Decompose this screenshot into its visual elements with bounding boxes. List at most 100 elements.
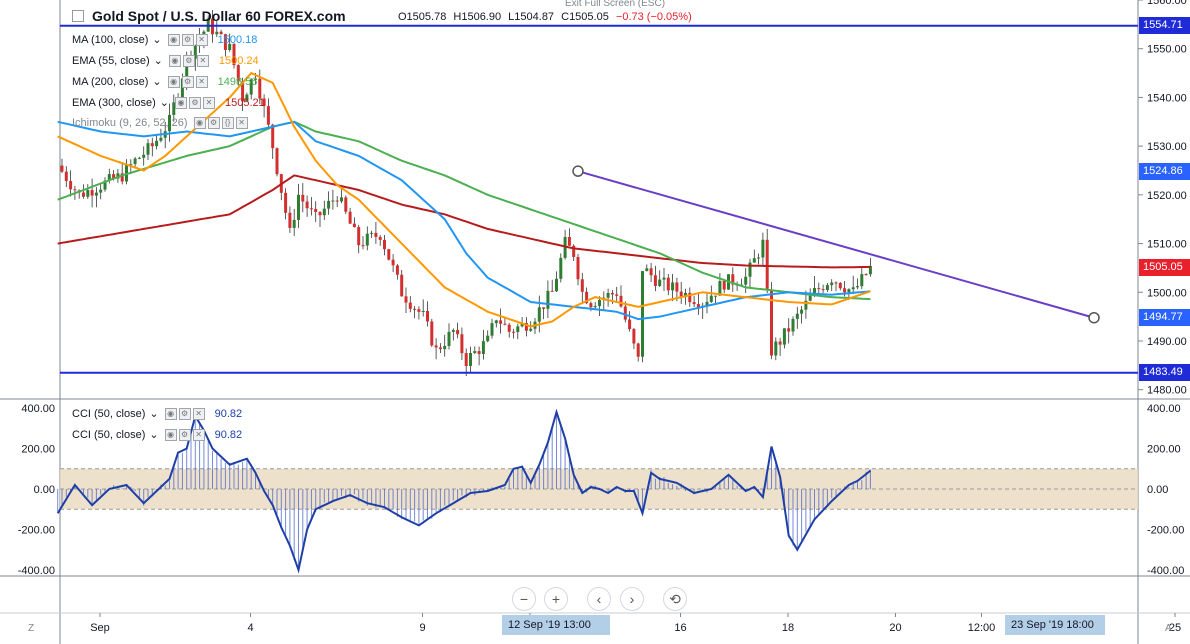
candle-body <box>228 43 232 50</box>
gear-icon[interactable]: ⚙ <box>188 96 201 109</box>
eye-icon[interactable]: ◉ <box>164 428 177 441</box>
candle-body <box>752 258 756 263</box>
candle-body <box>404 296 408 303</box>
indicator-ma200[interactable]: MA (200, close) ⌄ ◉ ⚙ ✕ 1498.56 <box>72 75 257 88</box>
close-icon[interactable]: ✕ <box>196 54 209 67</box>
candle-body <box>180 78 184 98</box>
trend-handle-start <box>572 165 584 177</box>
close-icon[interactable]: ✕ <box>195 33 208 46</box>
candle-body <box>520 323 524 327</box>
candle-body <box>314 208 318 213</box>
chevron-down-icon[interactable]: ⌄ <box>149 429 159 441</box>
candle-body <box>671 282 675 291</box>
indicator-cci-2[interactable]: CCI (50, close) ⌄ ◉ ⚙ ✕ 90.82 <box>72 428 242 441</box>
candle-body <box>623 306 627 320</box>
gear-icon[interactable]: ⚙ <box>181 75 194 88</box>
candle-body <box>868 265 872 275</box>
scroll-right-button[interactable]: › <box>620 587 644 611</box>
ma-line-1 <box>57 120 871 301</box>
ohlc-readout: O1505.78 H1506.90 L1504.87 C1505.05 −0.7… <box>398 11 696 23</box>
eye-icon[interactable]: ◉ <box>193 117 206 129</box>
candle-body <box>537 307 541 322</box>
auto-scale-button[interactable]: A <box>1165 623 1172 634</box>
candle-body <box>757 257 761 259</box>
chevron-down-icon[interactable]: ⌄ <box>153 55 163 67</box>
candle-body <box>524 323 528 331</box>
candle-body <box>542 307 546 309</box>
candle-body <box>658 279 662 286</box>
candle-body <box>636 343 640 357</box>
candle-body <box>830 282 834 286</box>
close-icon[interactable]: ✕ <box>195 75 208 88</box>
candle-body <box>546 290 550 309</box>
close-icon[interactable]: ✕ <box>192 428 205 441</box>
close-icon[interactable]: ✕ <box>202 96 215 109</box>
candle-body <box>550 290 554 292</box>
eye-icon[interactable]: ◉ <box>164 407 177 420</box>
collapse-icon[interactable] <box>72 10 84 22</box>
candle-body <box>99 189 103 193</box>
close-icon[interactable]: ✕ <box>192 407 205 420</box>
chevron-down-icon[interactable]: ⌄ <box>159 97 169 109</box>
indicator-cci-1[interactable]: CCI (50, close) ⌄ ◉ ⚙ ✕ 90.82 <box>72 407 242 420</box>
candle-body <box>512 331 515 333</box>
candle-body <box>598 300 601 307</box>
time-tick-label: 16 <box>674 622 686 634</box>
indicator-ema55[interactable]: EMA (55, close) ⌄ ◉ ⚙ ✕ 1500.24 <box>72 54 259 67</box>
chevron-down-icon[interactable]: ⌄ <box>152 34 162 46</box>
time-tick-label: 20 <box>889 622 901 634</box>
cci-tick-label: 200.00 <box>21 444 55 456</box>
price-tick-label: 1480.00 <box>1147 385 1187 397</box>
high-value: H1506.90 <box>453 11 502 23</box>
close-icon[interactable]: ✕ <box>235 117 248 129</box>
reset-chart-button[interactable]: ⟲ <box>663 587 687 611</box>
candle-body <box>395 265 399 275</box>
scroll-left-button[interactable]: ‹ <box>587 587 611 611</box>
candle-body <box>808 295 812 301</box>
eye-icon[interactable]: ◉ <box>174 96 187 109</box>
indicator-label: Ichimoku (9, 26, 52, 26) <box>72 117 188 129</box>
price-tick-label: 1520.00 <box>1147 190 1187 202</box>
indicator-ma100[interactable]: MA (100, close) ⌄ ◉ ⚙ ✕ 1500.18 <box>72 33 257 46</box>
candle-body <box>787 328 791 332</box>
gear-icon[interactable]: ⚙ <box>181 33 194 46</box>
candle-body <box>847 289 851 293</box>
eye-icon[interactable]: ◉ <box>167 75 180 88</box>
eye-icon[interactable]: ◉ <box>168 54 181 67</box>
gear-icon[interactable]: ⚙ <box>178 407 191 420</box>
candle-body <box>486 335 490 342</box>
indicator-ichimoku[interactable]: Ichimoku (9, 26, 52, 26) ◉ ⚙{} ✕ <box>72 117 250 129</box>
timezone-toggle-button[interactable]: Z <box>28 623 35 634</box>
chevron-down-icon[interactable]: ⌄ <box>149 408 159 420</box>
exit-fullscreen-label[interactable]: Exit Full Screen (ESC) <box>565 0 666 9</box>
gear-icon[interactable]: ⚙ <box>207 117 220 129</box>
candle-body <box>469 353 472 366</box>
candle-body <box>245 94 249 102</box>
eye-icon[interactable]: ◉ <box>167 33 180 46</box>
candle-body <box>589 303 593 308</box>
candle-body <box>438 347 442 350</box>
candle-body <box>159 137 163 141</box>
gear-icon[interactable]: ⚙ <box>178 428 191 441</box>
candle-body <box>331 200 335 202</box>
candle-body <box>391 259 395 266</box>
candle-body <box>297 194 300 220</box>
cci-tick-label: 0.00 <box>34 484 55 496</box>
candle-body <box>499 320 503 324</box>
candle-body <box>825 285 829 291</box>
candle-body <box>860 274 864 287</box>
candle-body <box>430 321 434 346</box>
zoom-out-button[interactable]: − <box>512 587 536 611</box>
candle-body <box>413 308 417 310</box>
candle-body <box>675 282 679 292</box>
gear-icon[interactable]: ⚙ <box>182 54 195 67</box>
candle-body <box>744 276 748 285</box>
candle-body <box>434 345 438 348</box>
candle-body <box>275 148 279 175</box>
chevron-down-icon[interactable]: ⌄ <box>152 76 162 88</box>
indicator-ema300[interactable]: EMA (300, close) ⌄ ◉ ⚙ ✕ 1505.21 <box>72 96 265 109</box>
symbol-title[interactable]: Gold Spot / U.S. Dollar 60 FOREX.com <box>72 8 346 24</box>
zoom-in-button[interactable]: + <box>544 587 568 611</box>
braces-icon[interactable]: {} <box>221 117 234 129</box>
